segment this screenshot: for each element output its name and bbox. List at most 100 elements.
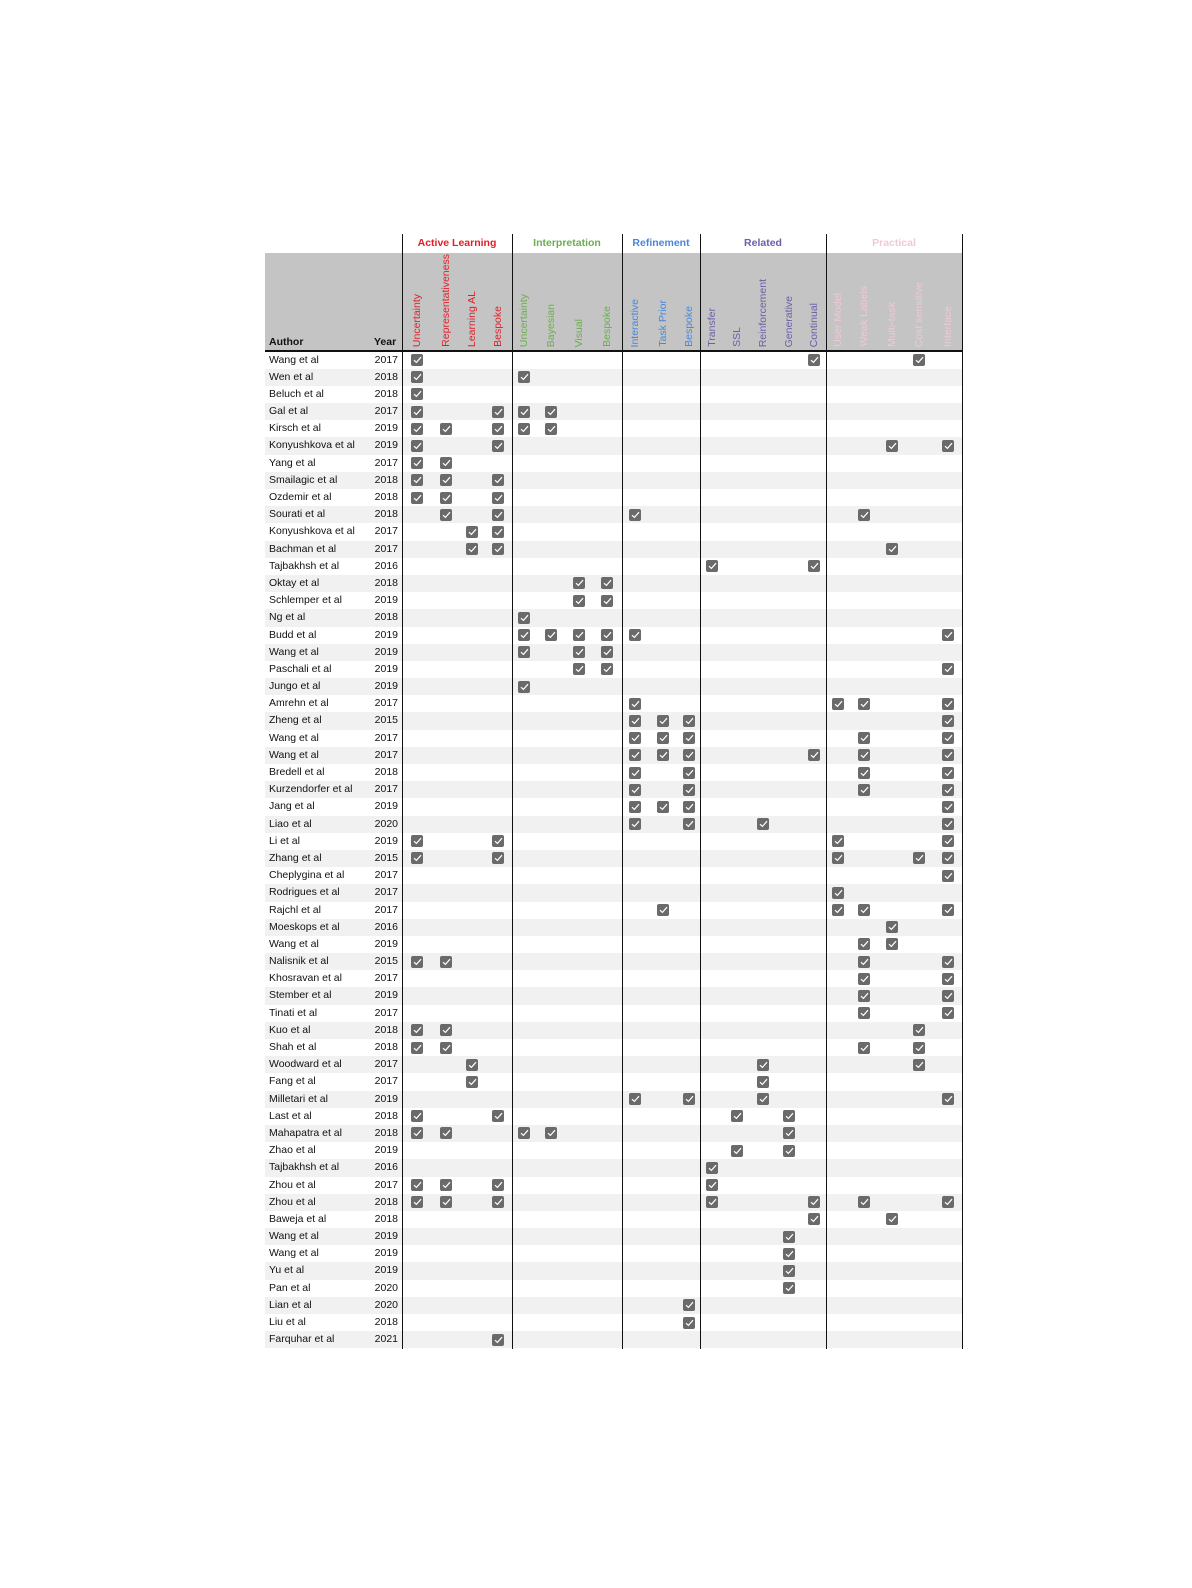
checkbox-checked-icon [832,835,844,848]
group-divider [700,234,702,1350]
checkbox-checked-icon [492,491,504,504]
checkbox-checked-icon [757,818,769,831]
checkbox-checked-icon [601,629,613,641]
table-row: Yu et al 2019 [265,1262,962,1280]
author-cell: Last et al [269,1109,312,1122]
checkbox-checked-icon [440,1024,452,1037]
author-cell: Zhao et al [269,1144,316,1157]
table-row: Budd et al 2019 [265,627,962,644]
year-cell: 2018 [374,1195,398,1208]
checkbox-checked-icon [858,955,870,968]
checkbox-checked-icon [808,560,820,573]
column-header: Bespoke [492,306,504,347]
checkbox-checked-icon [942,818,954,831]
checkbox-checked-icon [832,904,844,916]
table-row: Oktay et al 2018 [265,574,962,593]
author-cell: Zhou et al [269,1195,316,1208]
author-cell: Tajbakhsh et al [269,1161,340,1174]
checkbox-checked-icon [492,1196,504,1209]
year-cell: 2019 [374,594,398,607]
checkbox-checked-icon [942,835,954,848]
checkbox-checked-icon [573,577,585,590]
author-cell: Fang et al [269,1075,316,1088]
author-cell: Zhou et al [269,1178,316,1191]
checkbox-checked-icon [518,371,530,384]
checkbox-checked-icon [411,354,423,366]
table-row: Wang et al 2017 [265,352,962,369]
checkbox-checked-icon [545,422,557,435]
year-cell: 2018 [374,1316,398,1328]
author-cell: Zheng et al [269,714,322,727]
table-row: Gal et al 2017 [265,403,962,421]
checkbox-checked-icon [492,474,504,487]
checkbox-checked-icon [683,766,695,779]
year-cell: 2021 [374,1333,398,1346]
table-row: Khosravan et al 2017 [265,970,962,987]
year-cell: 2017 [374,869,398,882]
year-cell: 2017 [374,903,398,916]
table-row: Wang et al 2019 [265,936,962,953]
table-row: Tajbakhsh et al 2016 [265,1159,962,1177]
table-row: Wang et al 2019 [265,1228,962,1246]
checkbox-checked-icon [518,629,530,641]
table-row: Wang et al 2017 [265,746,962,764]
table-row: Shah et al 2018 [265,1039,962,1056]
author-cell: Lian et al [269,1298,312,1311]
checkbox-checked-icon [657,800,669,813]
checkbox-checked-icon [757,1093,769,1106]
column-header: Transfer [706,308,718,347]
year-cell: 2019 [374,645,398,658]
checkbox-checked-icon [731,1110,743,1123]
year-cell: 2017 [374,353,398,366]
checkbox-checked-icon [411,371,423,384]
year-cell: 2019 [374,422,398,435]
year-cell: 2019 [374,1092,398,1105]
checkbox-checked-icon [629,1093,641,1106]
author-cell: Beluch et al [269,387,324,400]
checkbox-checked-icon [913,1058,925,1071]
column-header: Interactive [629,298,641,347]
year-cell: 2019 [374,1144,398,1157]
checkbox-checked-icon [573,629,585,641]
checkbox-checked-icon [518,1127,530,1140]
checkbox-checked-icon [783,1127,795,1140]
column-header: Bespoke [683,306,695,347]
column-header: Weak Labels [858,286,870,347]
checkbox-checked-icon [942,663,954,676]
table-row: Wang et al 2019 [265,643,962,661]
checkbox-checked-icon [573,646,585,659]
year-cell: 2017 [374,697,398,710]
group-header: Active Learning [417,237,497,249]
checkbox-checked-icon [808,1213,820,1226]
year-cell: 2018 [374,370,398,383]
year-cell: 2017 [374,542,398,555]
column-header: Reinforcement [757,278,769,347]
table-row: Kirsch et al 2019 [265,420,962,437]
checkbox-checked-icon [683,732,695,745]
checkbox-checked-icon [411,388,423,401]
column-header: Interface [942,306,954,347]
checkbox-checked-icon [411,1024,423,1037]
checkbox-checked-icon [440,1127,452,1140]
checkbox-checked-icon [808,1196,820,1209]
checkbox-checked-icon [706,560,718,573]
checkbox-checked-icon [492,508,504,521]
year-cell: 2019 [374,1247,398,1260]
column-header: Cost sensitive [913,281,925,347]
table-row: Milletari et al 2019 [265,1090,962,1108]
year-cell: 2019 [374,1264,398,1277]
year-cell: 2017 [374,886,398,899]
checkbox-checked-icon [858,749,870,762]
author-cell: Amrehn et al [269,697,329,710]
checkbox-checked-icon [601,663,613,676]
year-cell: 2019 [374,937,398,950]
table-row: Konyushkova et al 2019 [265,437,962,455]
author-cell: Cheplygina et al [269,869,345,882]
checkbox-checked-icon [573,594,585,607]
table-row: Sourati et al 2018 [265,506,962,524]
author-cell: Baweja et al [269,1212,327,1225]
checkbox-checked-icon [440,1041,452,1054]
year-cell: 2016 [374,920,398,933]
year-cell: 2018 [374,387,398,400]
checkbox-checked-icon [942,852,954,865]
